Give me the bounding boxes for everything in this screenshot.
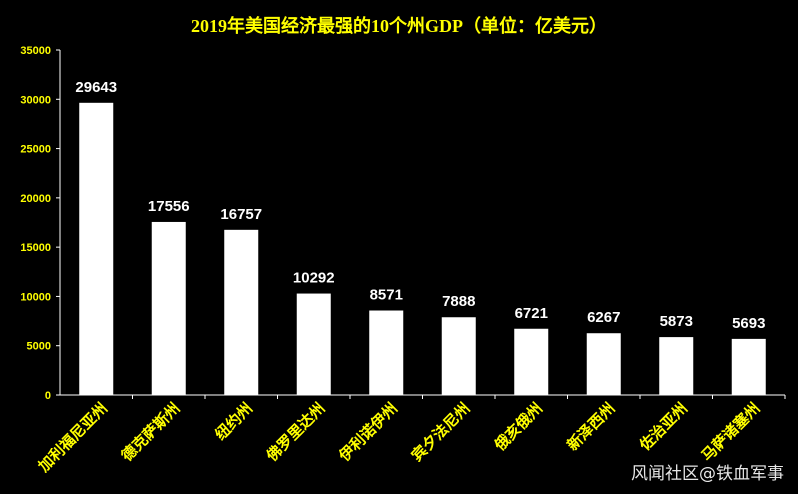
y-tick-label: 35000 [20, 45, 51, 57]
x-tick-label: 佛罗里达州 [262, 399, 328, 465]
watermark: 风闻社区@铁血军事 [631, 464, 784, 484]
bar [514, 328, 549, 395]
data-label: 5693 [732, 315, 765, 332]
x-tick-label: 佐治亚州 [635, 399, 691, 455]
data-label: 17556 [148, 198, 190, 215]
y-axis: 0 5000 10000 15000 20000 25000 30000 35000 [20, 45, 61, 402]
bar [586, 333, 621, 395]
x-tick-label: 俄亥俄州 [490, 399, 546, 455]
x-tick-label: 加利福尼亚州 [34, 399, 111, 476]
bar [296, 293, 331, 395]
y-tick-label: 0 [45, 390, 51, 402]
x-tick-label: 纽约州 [212, 399, 257, 444]
bar [441, 317, 476, 395]
bar [659, 337, 694, 395]
bar [79, 102, 114, 395]
data-label: 16757 [220, 206, 262, 223]
data-label: 6267 [587, 309, 620, 326]
x-tick-label: 德克萨斯州 [118, 399, 184, 465]
data-label: 5873 [660, 313, 693, 330]
data-label: 7888 [442, 293, 475, 310]
bar [224, 229, 259, 395]
bar-series: 29643 17556 16757 10292 8571 7888 6721 6267 5873… [75, 79, 766, 395]
bar [151, 221, 186, 395]
data-label: 6721 [515, 305, 548, 322]
y-tick-label: 30000 [20, 94, 51, 106]
data-label: 29643 [75, 79, 117, 96]
y-tick-label: 10000 [20, 291, 51, 303]
chart-title: 2019年美国经济最强的10个州GDP（单位：亿美元） [191, 15, 607, 36]
data-label: 10292 [293, 270, 335, 287]
x-tick-label: 宾夕法尼州 [408, 399, 474, 465]
data-label: 8571 [370, 287, 403, 304]
x-tick-label: 马萨诸塞州 [698, 399, 764, 465]
x-tick-label: 伊利诺伊州 [335, 399, 401, 465]
y-tick-label: 20000 [20, 193, 51, 205]
bar [731, 338, 766, 395]
y-tick-label: 5000 [27, 341, 51, 353]
y-tick-label: 25000 [20, 144, 51, 156]
y-tick-label: 15000 [20, 242, 51, 254]
bar [369, 310, 404, 395]
x-tick-label: 新泽西州 [563, 399, 618, 454]
